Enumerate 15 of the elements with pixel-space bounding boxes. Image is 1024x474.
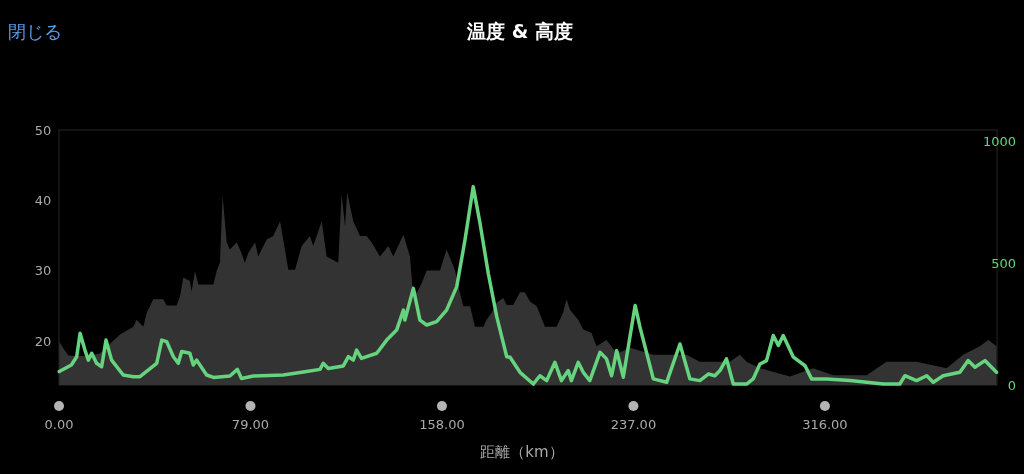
x-tick-label: 316.00 — [802, 417, 848, 432]
y-tick-label: 30 — [34, 263, 52, 279]
y2-tick-label: 1000 — [982, 133, 1016, 149]
x-tick-label: 0.00 — [44, 417, 74, 432]
y-tick-label: 40 — [34, 193, 52, 209]
chart-title: 温度 & 高度 — [466, 20, 573, 42]
y-tick-label: 20 — [34, 333, 52, 349]
x-tick-label: 237.00 — [610, 417, 657, 432]
text: 閉じる — [8, 21, 62, 42]
y2-tick-label: 0 — [1007, 378, 1016, 393]
y-tick-label: 50 — [34, 123, 52, 138]
y2-tick-label: 500 — [991, 255, 1016, 271]
x-tick-label: 158.00 — [419, 417, 465, 432]
x-tick-label: 79.00 — [231, 417, 270, 432]
x-axis-title: 距離（km） — [480, 443, 564, 461]
